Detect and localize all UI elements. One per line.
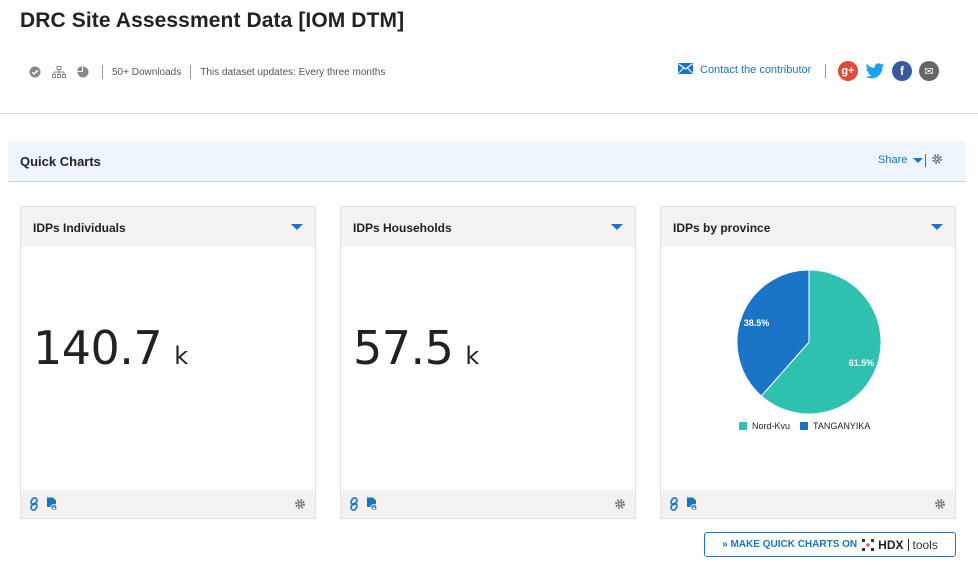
share-label: Share: [878, 154, 908, 166]
key-figure-value: 140.7: [33, 321, 163, 375]
dataset-meta: 50+ Downloads This dataset updates: Ever…: [27, 62, 385, 82]
chart-legend: Nord-Kvu TANGANYIKA: [739, 421, 870, 431]
card-header: IDPs Individuals: [21, 207, 315, 247]
envelope-icon: [678, 63, 693, 77]
key-figure-unit: k: [465, 342, 479, 370]
page-title: DRC Site Assessment Data [IOM DTM]: [20, 9, 405, 32]
legend-swatch: [739, 422, 747, 430]
gear-icon[interactable]: [294, 497, 306, 515]
key-figure: 57.5 k: [353, 321, 479, 375]
card-title: IDPs Individuals: [33, 221, 126, 235]
card-title: IDPs Households: [353, 221, 452, 235]
downloads-count: 50+ Downloads: [112, 66, 182, 78]
link-icon[interactable]: [348, 497, 360, 516]
card-header: IDPs by province: [661, 207, 955, 247]
pie-chart: 61.5% 38.5%: [736, 269, 882, 415]
hdx-logo-icon: [862, 538, 875, 551]
hdx-tools-text: tools: [912, 537, 938, 552]
link-icon[interactable]: [28, 497, 40, 516]
pie-slice-nord-kvu[interactable]: [760, 269, 882, 415]
meta-divider: [190, 65, 192, 79]
share-dropdown[interactable]: Share: [878, 154, 924, 166]
meta-divider: [102, 65, 103, 79]
legend-label: Nord-Kvu: [752, 421, 791, 431]
hdx-logo: HDX tools: [862, 538, 938, 552]
card-footer: [661, 490, 955, 518]
download-file-icon[interactable]: [686, 497, 698, 516]
card-title: IDPs by province: [673, 221, 771, 235]
quick-charts-bar: Quick Charts Share: [8, 142, 966, 182]
key-figure-unit: k: [174, 342, 188, 370]
chart-card-idps-individuals: IDPs Individuals 140.7 k: [20, 206, 316, 519]
gear-icon[interactable]: [934, 497, 946, 515]
quick-charts-title: Quick Charts: [20, 154, 101, 169]
make-quick-charts-button[interactable]: » MAKE QUICK CHARTS ON HDX tools: [704, 532, 956, 557]
card-body: 57.5 k: [341, 247, 635, 491]
card-footer: [21, 490, 315, 518]
dataset-header: DRC Site Assessment Data [IOM DTM] 50+ D…: [0, 0, 978, 114]
chart-card-idps-households: IDPs Households 57.5 k: [340, 206, 636, 519]
google-plus-icon[interactable]: g+: [838, 61, 858, 81]
social-divider: [825, 64, 826, 78]
card-header: IDPs Households: [341, 207, 635, 247]
download-file-icon[interactable]: [46, 497, 58, 516]
download-file-icon[interactable]: [366, 497, 378, 516]
contact-label: Contact the contributor: [700, 64, 812, 76]
pie-chart-icon: [75, 64, 91, 80]
logo-divider: [907, 538, 909, 551]
chevron-down-icon: [913, 157, 924, 163]
chart-card-idps-by-province: IDPs by province 61.5% 38.5% Nord-Kvu TAN…: [660, 206, 956, 519]
share-divider: [925, 154, 926, 167]
chevron-down-icon[interactable]: [931, 224, 943, 230]
hdx-logo-text: HDX: [878, 537, 904, 552]
pie-slice-label: 38.5%: [744, 318, 770, 328]
card-footer: [341, 490, 635, 518]
key-figure: 140.7 k: [33, 321, 188, 375]
gear-icon[interactable]: [614, 497, 626, 515]
twitter-icon[interactable]: [865, 61, 885, 81]
org-chart-icon: [51, 64, 67, 80]
button-label: » MAKE QUICK CHARTS ON: [722, 539, 858, 550]
legend-swatch: [800, 422, 809, 430]
card-body: 140.7 k: [21, 247, 315, 491]
gear-icon[interactable]: [931, 152, 943, 170]
chevron-down-icon[interactable]: [291, 224, 303, 230]
chevron-down-icon[interactable]: [611, 224, 623, 230]
key-figure-value: 57.5: [353, 321, 454, 375]
link-icon[interactable]: [668, 497, 680, 516]
verified-icon: [27, 64, 43, 80]
update-frequency: This dataset updates: Every three months: [200, 66, 386, 78]
email-share-icon[interactable]: ✉: [919, 61, 939, 81]
card-body: 61.5% 38.5% Nord-Kvu TANGANYIKA: [661, 247, 955, 491]
facebook-icon[interactable]: f: [892, 61, 912, 81]
contact-contributor-link[interactable]: Contact the contributor: [678, 63, 811, 77]
legend-label: TANGANYIKA: [813, 421, 871, 431]
pie-slice-tanganyika[interactable]: [736, 269, 810, 397]
pie-slice-label: 61.5%: [849, 358, 875, 368]
